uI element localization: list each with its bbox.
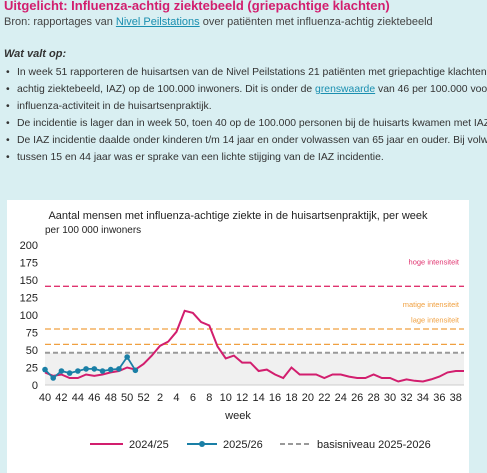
nivel-peilstations-link[interactable]: Nivel Peilstations <box>115 16 200 28</box>
y-tick-label: 200 <box>20 240 38 252</box>
influenza-chart: Aantal mensen met influenza-achtige ziek… <box>7 200 469 473</box>
x-tick-label: 24 <box>335 392 347 404</box>
y-tick-label: 50 <box>26 345 38 357</box>
x-tick-label: 36 <box>433 392 445 404</box>
legend-label-2025-26: 2025/26 <box>223 439 263 451</box>
x-tick-label: 6 <box>190 392 196 404</box>
x-tick-label: 28 <box>368 392 380 404</box>
x-tick-label: 44 <box>72 392 84 404</box>
chart-title: Aantal mensen met influenza-achtige ziek… <box>48 210 428 222</box>
y-tick-label: 150 <box>20 275 38 287</box>
bullet-item: De IAZ incidentie daalde onder kinderen … <box>4 132 487 149</box>
x-tick-label: 14 <box>252 392 264 404</box>
y-tick-label: 175 <box>20 258 38 270</box>
series-point-2025-26 <box>124 354 130 360</box>
grenswaarde-link[interactable]: grenswaarde <box>315 84 376 95</box>
threshold-label: matige intensiteit <box>403 300 460 309</box>
x-tick-label: 26 <box>351 392 363 404</box>
series-point-2025-26 <box>75 368 81 374</box>
series-point-2025-26 <box>116 366 122 372</box>
series-point-2025-26 <box>91 366 98 372</box>
series-point-2025-26 <box>132 367 139 374</box>
series-point-2025-26 <box>58 368 65 374</box>
x-tick-label: 46 <box>88 392 100 404</box>
x-tick-label: 52 <box>137 392 149 404</box>
bullet-text: tussen 15 en 44 jaar was er sprake van e… <box>17 152 384 163</box>
bullet-continuation: tussen 15 en 44 jaar was er sprake van e… <box>4 149 487 166</box>
bullet-continuation: achtig ziektebeeld, IAZ) op de 100.000 i… <box>4 81 487 98</box>
x-tick-label: 42 <box>55 392 67 404</box>
y-tick-label: 25 <box>26 363 38 375</box>
bullet-continuation: influenza-activiteit in de huisartsenpra… <box>4 98 487 115</box>
x-tick-label: 2 <box>157 392 163 404</box>
series-point-2025-26 <box>83 366 89 372</box>
bullet-text: In week 51 rapporteren de huisartsen van… <box>17 67 487 78</box>
x-tick-label: 50 <box>121 392 133 404</box>
y-tick-label: 100 <box>20 310 38 322</box>
series-point-2025-26 <box>50 375 57 381</box>
x-axis-label: week <box>224 410 251 422</box>
x-tick-label: 32 <box>400 392 412 404</box>
threshold-label: hoge intensiteit <box>409 257 460 266</box>
chart-svg: Aantal mensen met influenza-achtige ziek… <box>20 210 464 451</box>
y-tick-label: 0 <box>32 380 38 392</box>
bullet-text: De IAZ incidentie daalde onder kinderen … <box>17 135 487 146</box>
legend-marker-2025-26 <box>199 441 205 447</box>
x-tick-label: 10 <box>220 392 232 404</box>
x-tick-label: 8 <box>206 392 212 404</box>
x-tick-label: 18 <box>285 392 297 404</box>
y-tick-label: 75 <box>26 328 38 340</box>
x-tick-label: 48 <box>105 392 117 404</box>
bullet-item: In week 51 rapporteren de huisartsen van… <box>4 64 487 81</box>
legend-label-baseline: basisniveau 2025-2026 <box>317 439 431 451</box>
y-axis-label: per 100 000 inwoners <box>45 225 141 236</box>
series-point-2025-26 <box>99 368 106 374</box>
x-tick-label: 30 <box>384 392 396 404</box>
bullet-text: influenza-activiteit in de huisartsenpra… <box>17 101 212 112</box>
bullet-text: van 46 per 100.000 voor verho <box>378 84 487 95</box>
page-title: Uitgelicht: Influenza-achtig ziektebeeld… <box>4 0 390 13</box>
x-tick-label: 4 <box>173 392 179 404</box>
series-point-2025-26 <box>42 366 48 373</box>
highlights-list: In week 51 rapporteren de huisartsen van… <box>4 64 487 166</box>
legend-label-2024-25: 2024/25 <box>129 439 169 451</box>
x-tick-label: 34 <box>417 392 429 404</box>
section-heading: Wat valt op: <box>4 48 67 60</box>
bullet-text: achtig ziektebeeld, IAZ) op de 100.000 i… <box>17 84 316 95</box>
y-tick-label: 125 <box>20 293 38 305</box>
source-prefix: Bron: rapportages van <box>4 16 116 28</box>
x-tick-label: 22 <box>318 392 330 404</box>
x-tick-label: 38 <box>450 392 462 404</box>
bullet-item: De incidentie is lager dan in week 50, t… <box>4 115 487 132</box>
series-point-2025-26 <box>107 366 114 373</box>
threshold-label: lage intensiteit <box>411 315 460 324</box>
series-point-2025-26 <box>66 370 73 376</box>
bullet-text: De incidentie is lager dan in week 50, t… <box>17 118 487 129</box>
x-tick-label: 12 <box>236 392 248 404</box>
x-tick-label: 16 <box>269 392 281 404</box>
source-suffix: over patiënten met influenza-achtig ziek… <box>199 16 433 28</box>
series-line-2024-25 <box>44 309 464 383</box>
x-tick-label: 20 <box>302 392 314 404</box>
source-line: Bron: rapportages van Nivel Peilstations… <box>4 16 433 28</box>
x-tick-label: 40 <box>39 392 51 404</box>
